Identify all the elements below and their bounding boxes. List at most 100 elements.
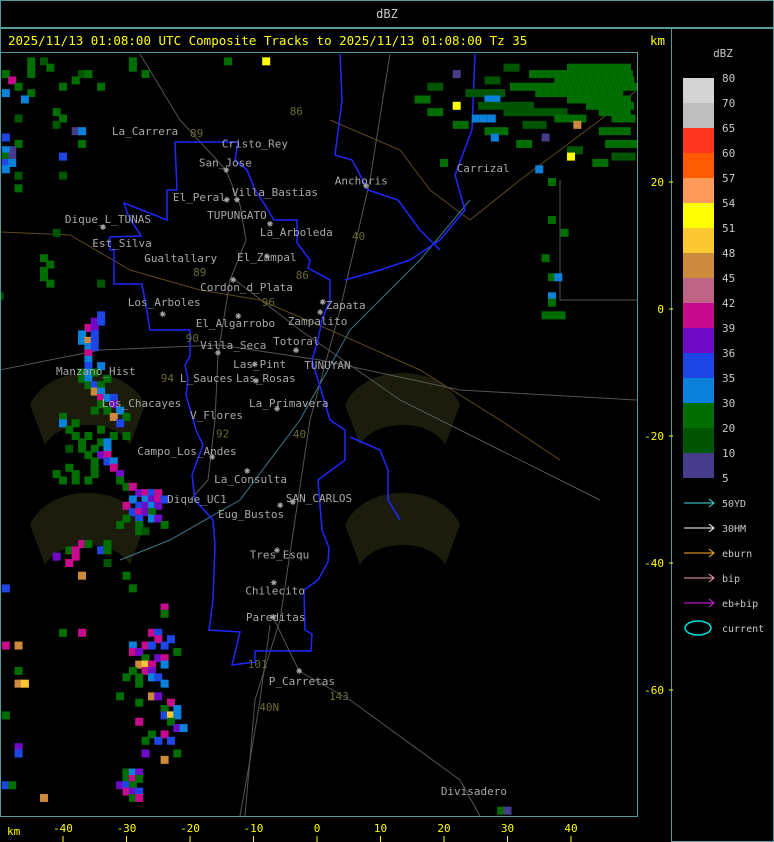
echo-cell	[173, 724, 182, 733]
legend-label: 45	[722, 272, 735, 285]
y-tick-label: -60	[644, 684, 664, 697]
echo-cell	[173, 647, 182, 656]
town-label[interactable]: La_Consulta	[214, 473, 287, 486]
echo-cell	[97, 393, 106, 402]
echo-cell	[27, 89, 36, 98]
town-label[interactable]: La_Primavera	[249, 397, 328, 410]
town-label[interactable]: La_Arboleda	[260, 226, 333, 239]
echo-cell	[565, 82, 574, 91]
town-label[interactable]: Villa_Bastias	[232, 186, 318, 199]
town-label[interactable]: Cordon_d_Plata	[200, 281, 293, 294]
echo-cell	[90, 343, 99, 352]
town-label[interactable]: L_Sauces	[180, 372, 233, 385]
route-number: 143	[329, 690, 349, 703]
town-label[interactable]: Los_Arboles	[128, 296, 201, 309]
echo-cell	[84, 343, 93, 352]
echo-cell	[551, 89, 560, 98]
echo-cell	[533, 82, 542, 91]
town-label[interactable]: Eug_Bustos	[218, 508, 284, 521]
boundary	[109, 141, 346, 666]
echo-cell	[160, 705, 169, 714]
echo-cell	[90, 330, 99, 339]
town-label[interactable]: Dique_L_TUNAS	[65, 213, 151, 226]
town-label[interactable]: La_Carrera	[112, 125, 178, 138]
town-label[interactable]: San_Jose	[199, 156, 252, 169]
town-label[interactable]: Totoral	[273, 335, 319, 348]
town-label[interactable]: TUNUYAN	[304, 359, 350, 372]
echo-cell	[135, 774, 144, 783]
river	[1, 231, 561, 461]
town-label[interactable]: P_Carretas	[269, 675, 335, 688]
echo-cell	[613, 82, 622, 91]
echo-cell	[84, 349, 93, 358]
track-label: 50YD	[722, 499, 746, 510]
track-label: eburn	[722, 549, 752, 560]
town-label[interactable]: El_Zampal	[237, 251, 297, 264]
echo-cell	[52, 108, 61, 117]
echo-cell	[160, 660, 169, 669]
dacc-logo-watermark	[30, 492, 145, 565]
echo-cell	[52, 552, 61, 561]
echo-cell	[527, 108, 536, 117]
echo-cell	[147, 514, 156, 523]
legend-label: 51	[722, 222, 735, 235]
legend-label: 60	[722, 147, 735, 160]
road	[234, 279, 601, 501]
echo-cell	[567, 89, 576, 98]
echo-cell	[141, 508, 150, 517]
echo-cell	[598, 108, 607, 117]
town-label[interactable]: El_Algarrobo	[196, 317, 275, 330]
echo-cell	[147, 641, 156, 650]
y-axis-unit: km	[649, 33, 665, 48]
town-label[interactable]: V_Flores	[190, 409, 243, 422]
echo-cell	[141, 495, 150, 504]
town-label[interactable]: Chilecito	[245, 584, 305, 597]
echo-cell	[135, 527, 144, 536]
town-label[interactable]: Tres_Esqu	[250, 549, 310, 562]
town-label[interactable]: Las_Pint	[233, 358, 286, 371]
town-label[interactable]: Campo_Los_Andes	[137, 445, 236, 458]
town-label[interactable]: El_Peral	[173, 191, 226, 204]
town-label[interactable]: Anchoris	[335, 175, 388, 188]
echo-cell	[465, 89, 474, 98]
town-label[interactable]: Pareditas	[246, 611, 306, 624]
echo-cell	[606, 108, 615, 117]
town-label[interactable]: SAN_CARLOS	[286, 492, 352, 505]
town-label[interactable]: Carrizal	[457, 162, 510, 175]
route-number: 40	[293, 428, 306, 441]
echo-cell	[500, 127, 509, 136]
echo-cell	[135, 660, 144, 669]
town-label[interactable]: Zampalito	[288, 315, 348, 328]
town-label[interactable]: Est_Silva	[92, 237, 152, 250]
echo-cell	[599, 89, 608, 98]
reflectivity-echoes	[1, 57, 637, 815]
town-label[interactable]: TUPUNGATO	[207, 209, 267, 222]
echo-cell	[613, 139, 622, 148]
town-label[interactable]: Zapata	[326, 299, 366, 312]
echo-cell	[147, 660, 156, 669]
echo-cell	[497, 89, 506, 98]
town-label[interactable]: Gualtallary	[144, 252, 217, 265]
town-label[interactable]: Manzano_Hist	[56, 365, 135, 378]
echo-cell	[147, 692, 156, 701]
echo-cell	[575, 95, 584, 104]
echo-cell	[154, 736, 163, 745]
echo-cell	[547, 216, 556, 225]
echo-cell	[1, 711, 10, 720]
town-label[interactable]: Los_Chacayes	[102, 397, 181, 410]
echo-cell	[618, 101, 627, 110]
town-label[interactable]: Cristo_Rey	[222, 137, 289, 150]
town-label[interactable]: Divisadero	[441, 785, 507, 798]
town-label[interactable]: Dique_UC1	[167, 493, 227, 506]
product-header: 2025/11/13 01:08:00 UTC Composite Tracks…	[0, 28, 672, 53]
echo-cell	[615, 95, 624, 104]
echo-cell	[135, 679, 144, 688]
echo-cell	[627, 114, 636, 123]
x-tick-label: -20	[180, 822, 200, 835]
echo-cell	[135, 717, 144, 726]
town-label[interactable]: Villa_Seca	[200, 339, 266, 352]
legend-label: 70	[722, 97, 735, 110]
echo-cell	[610, 76, 619, 85]
town-label[interactable]: Las_Rosas	[236, 372, 296, 385]
